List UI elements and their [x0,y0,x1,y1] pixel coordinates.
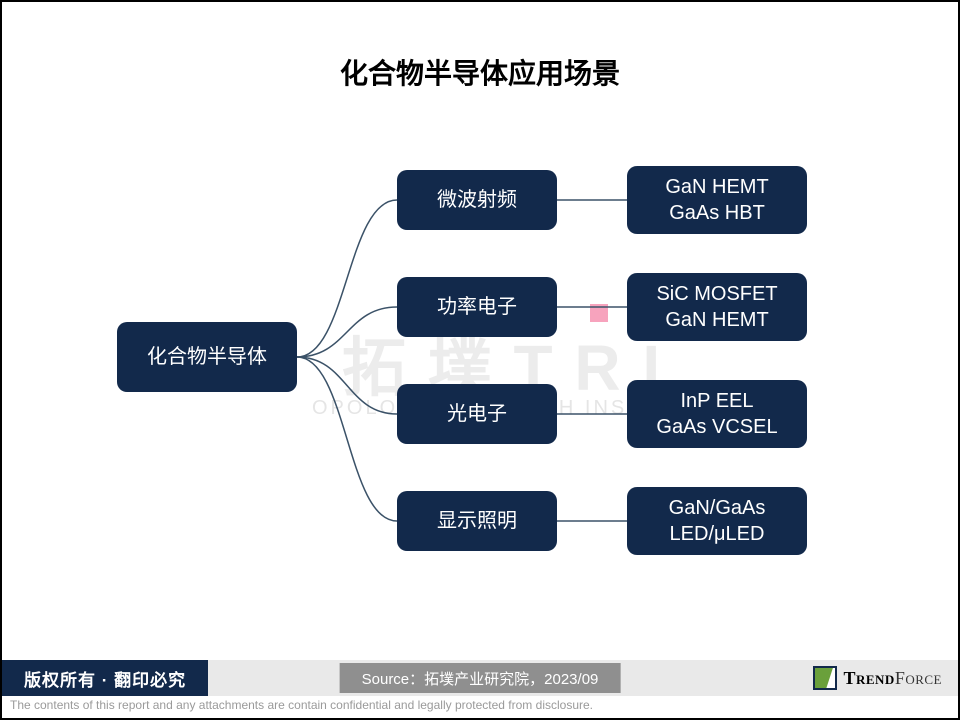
node-mid-2-text: 光电子 [447,401,507,427]
node-root: 化合物半导体 [117,322,297,392]
node-leaf-3-text: LED/μLED [670,521,765,547]
node-mid-1: 功率电子 [397,277,557,337]
node-leaf-3-text: GaN/GaAs [669,495,766,521]
brand-text: TrendForce [843,668,942,689]
footer: 版权所有 · 翻印必究 Source：拓墣产业研究院，2023/09 Trend… [2,660,958,718]
node-leaf-3: GaN/GaAsLED/μLED [627,487,807,555]
node-mid-0: 微波射频 [397,170,557,230]
node-leaf-0-text: GaN HEMT [665,174,768,200]
node-mid-3-text: 显示照明 [437,508,517,534]
node-leaf-1: SiC MOSFETGaN HEMT [627,273,807,341]
decoration-pink-square [590,304,608,322]
node-leaf-2: InP EELGaAs VCSEL [627,380,807,448]
node-mid-3: 显示照明 [397,491,557,551]
source-label: Source：拓墣产业研究院，2023/09 [340,663,621,693]
page-title: 化合物半导体应用场景 [2,52,958,92]
node-leaf-2-text: InP EEL [680,388,753,414]
node-root-text: 化合物半导体 [147,344,267,370]
node-leaf-1-text: GaN HEMT [665,307,768,333]
disclaimer-text: The contents of this report and any atta… [10,698,593,712]
node-mid-1-text: 功率电子 [437,294,517,320]
node-leaf-0: GaN HEMTGaAs HBT [627,166,807,234]
footer-bar: 版权所有 · 翻印必究 Source：拓墣产业研究院，2023/09 Trend… [2,660,958,696]
node-leaf-1-text: SiC MOSFET [656,281,777,307]
brand-logo: TrendForce [813,663,942,693]
node-mid-0-text: 微波射频 [437,187,517,213]
node-mid-2: 光电子 [397,384,557,444]
copyright-label: 版权所有 · 翻印必究 [2,660,208,696]
node-leaf-2-text: GaAs VCSEL [656,414,777,440]
node-leaf-0-text: GaAs HBT [669,200,765,226]
brand-icon [813,666,837,690]
